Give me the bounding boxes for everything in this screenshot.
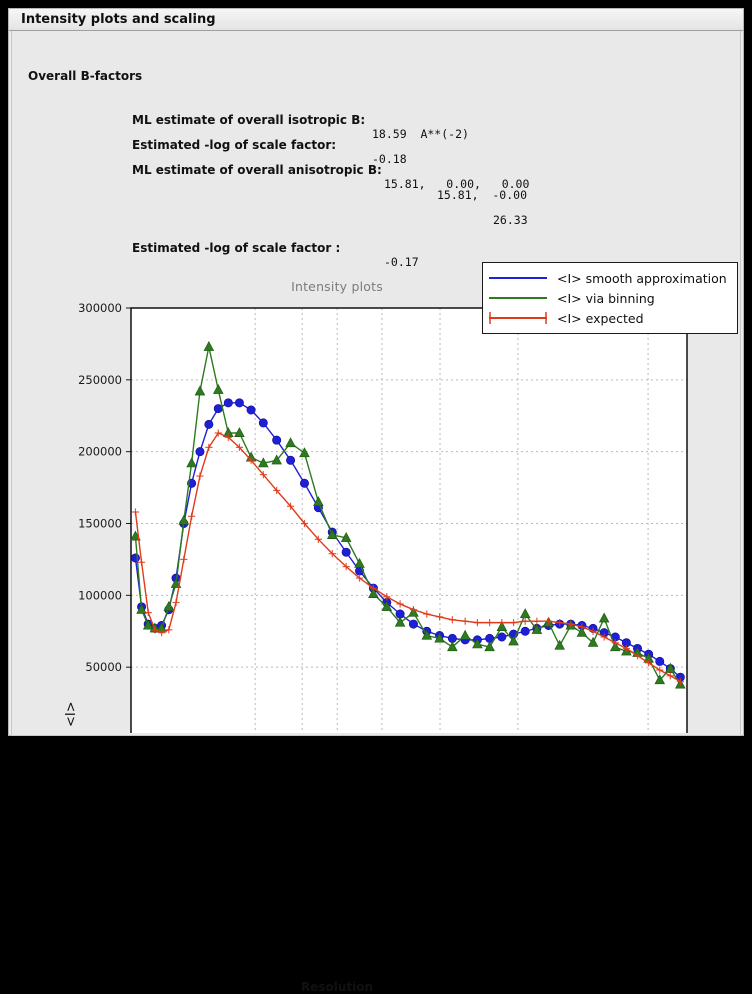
legend-swatch-binning [489, 292, 547, 304]
intensity-plot-chart: Intensity plots 0 50000 100000 150000 200000… [12, 253, 748, 994]
legend-swatch-expected [489, 312, 547, 324]
isotropic-b-label: ML estimate of overall isotropic B: [132, 113, 366, 127]
window-title: Intensity plots and scaling [21, 12, 216, 27]
anisotropic-b-row-3: 26.33 [493, 213, 528, 227]
window-title-bar: Intensity plots and scaling [9, 9, 743, 31]
legend-label-expected: <I> expected [557, 310, 644, 326]
window-content: Overall B-factors ML estimate of overall… [11, 31, 741, 994]
legend-label-binning: <I> via binning [557, 290, 655, 306]
svg-text:250000: 250000 [78, 373, 122, 387]
svg-text:50000: 50000 [85, 660, 122, 674]
chart-legend: <I> smooth approximation <I> via binning… [482, 262, 738, 334]
scale-factor-1-value: -0.18 [372, 152, 407, 166]
legend-item: <I> smooth approximation [489, 268, 727, 288]
scale-factor-2-value: -0.17 [384, 255, 419, 269]
legend-item: <I> expected [489, 308, 727, 328]
svg-text:0: 0 [115, 732, 122, 733]
y-axis-label: <I> [64, 701, 79, 727]
svg-text:300000: 300000 [78, 301, 122, 315]
chart-title: Intensity plots [291, 279, 383, 294]
svg-text:150000: 150000 [78, 517, 122, 531]
anisotropic-b-row-1: 15.81, 0.00, 0.00 [384, 177, 530, 191]
legend-label-smooth: <I> smooth approximation [557, 270, 727, 286]
scale-factor-2-label: Estimated -log of scale factor : [132, 241, 341, 255]
plot-canvas: 0500001000001500002000002500003000003.53… [78, 301, 688, 733]
anisotropic-b-label: ML estimate of overall anisotropic B: [132, 163, 382, 177]
legend-swatch-smooth [489, 272, 547, 284]
anisotropic-b-row-2: 15.81, -0.00 [437, 188, 528, 202]
isotropic-b-value: 18.59 A**(-2) [372, 127, 469, 141]
svg-text:100000: 100000 [78, 588, 122, 602]
b-factors-heading: Overall B-factors [28, 69, 143, 83]
svg-text:200000: 200000 [78, 445, 122, 459]
scale-factor-1-label: Estimated -log of scale factor: [132, 138, 337, 152]
legend-item: <I> via binning [489, 288, 727, 308]
x-axis-label: Resolution [300, 980, 374, 994]
intensity-plots-window: Intensity plots and scaling Overall B-fa… [8, 8, 744, 994]
